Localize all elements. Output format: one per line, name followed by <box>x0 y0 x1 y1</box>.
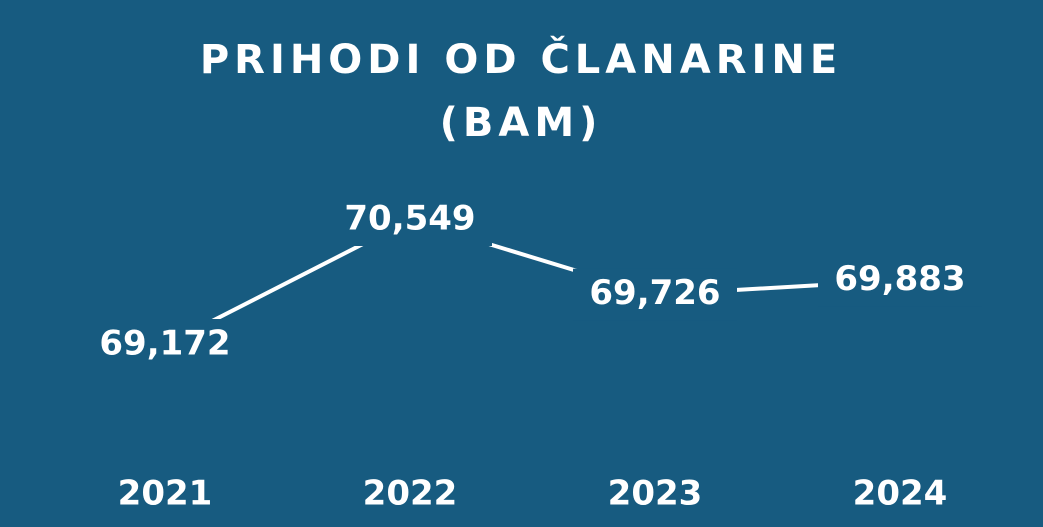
line <box>164 217 901 347</box>
value-label: 70,549 <box>344 199 475 239</box>
value-label: 69,172 <box>99 324 230 364</box>
value-label: 69,883 <box>834 259 965 299</box>
x-tick-label: 2021 <box>118 474 213 514</box>
chart-subtitle: (BAM) <box>440 100 603 146</box>
label-backdrop <box>328 194 492 246</box>
label-backdrop <box>818 254 982 307</box>
label-backdrop <box>573 268 737 321</box>
x-tick-label: 2023 <box>608 474 703 514</box>
value-label: 69,726 <box>589 273 720 313</box>
x-tick-label: 2024 <box>853 474 948 514</box>
label-backdrop <box>83 319 247 371</box>
chart-title: PRIHODI OD ČLANARINE <box>200 35 842 83</box>
x-tick-label: 2022 <box>363 474 458 514</box>
